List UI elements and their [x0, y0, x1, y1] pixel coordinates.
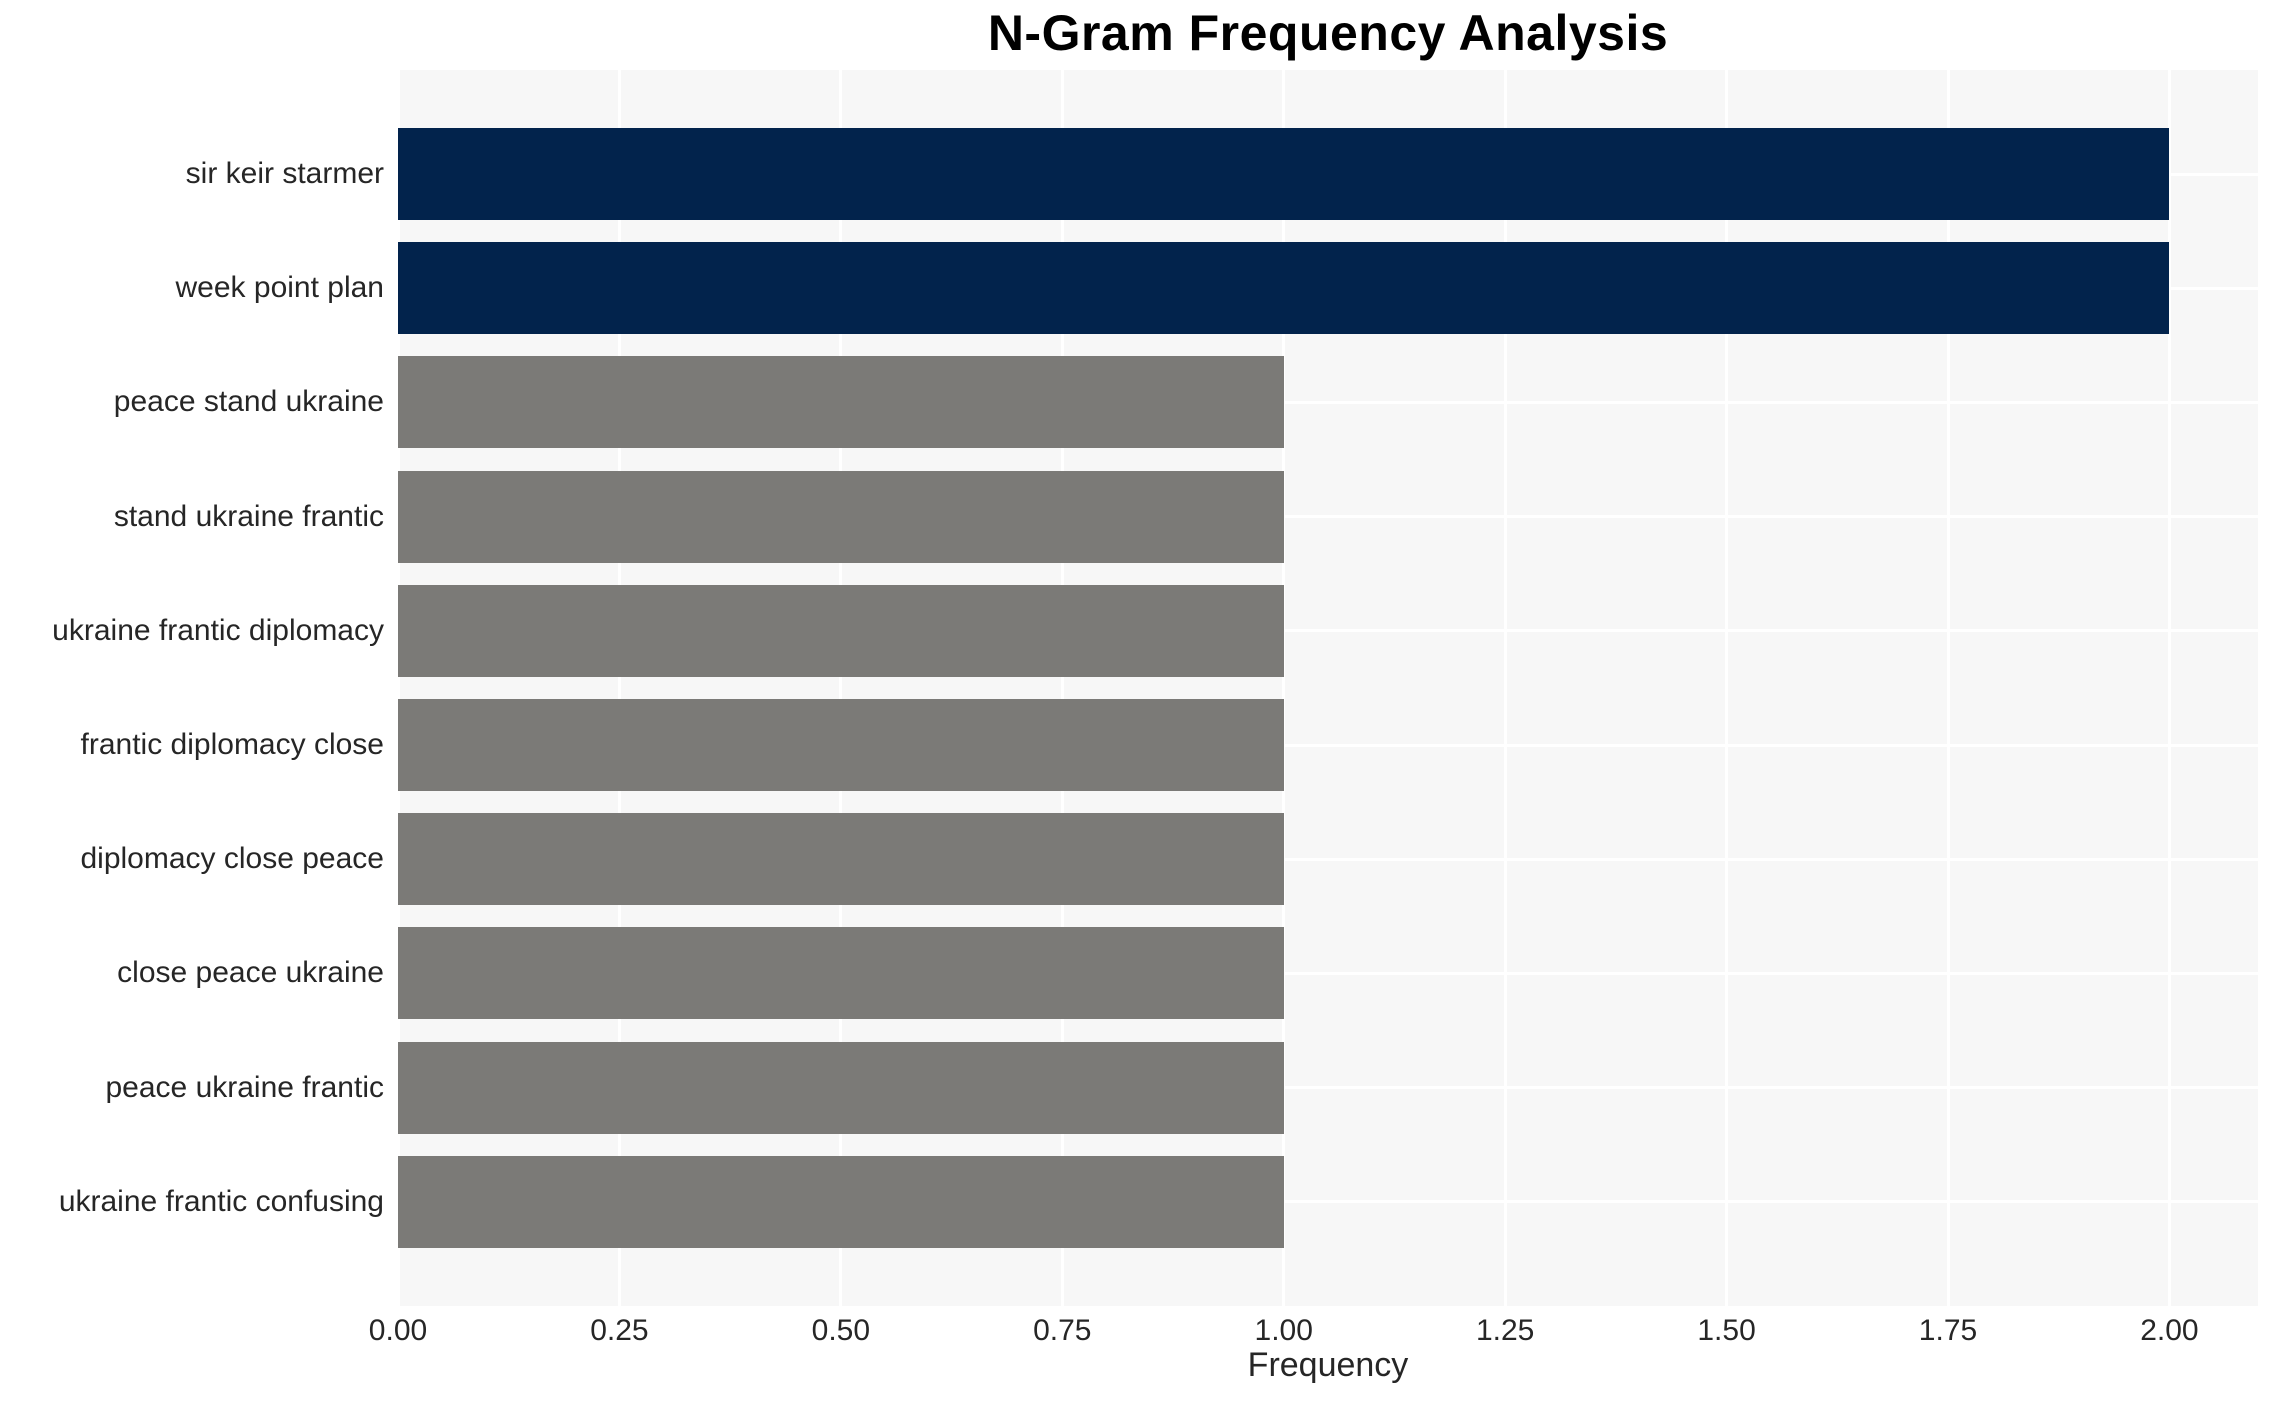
vertical-gridline	[617, 70, 621, 1306]
chart-title: N-Gram Frequency Analysis	[987, 5, 1669, 61]
category-label: frantic diplomacy close	[80, 728, 384, 761]
bar-peace-stand-ukraine	[398, 356, 1284, 449]
horizontal-gridline	[398, 1200, 2258, 1204]
vertical-gridline	[1946, 70, 1950, 1306]
category-label: peace ukraine frantic	[105, 1070, 385, 1104]
vertical-gridline	[396, 70, 400, 1306]
bar-ukraine-frantic-diplomacy	[398, 584, 1284, 677]
horizontal-gridline	[398, 515, 2258, 519]
category-label: diplomacy close peace	[80, 842, 384, 876]
bar-week-point-plan	[398, 242, 2170, 335]
bar-sir-keir-starmer	[398, 128, 2170, 220]
category-label: ukraine frantic diplomacy	[52, 613, 384, 647]
horizontal-gridline	[398, 1086, 2258, 1090]
category-label: ukraine frantic confusing	[58, 1184, 384, 1218]
category-label: peace stand ukraine	[113, 385, 384, 419]
x-tick-label: 1.00	[1254, 1314, 1313, 1347]
x-tick-label: 0.50	[811, 1314, 871, 1347]
horizontal-gridline	[398, 971, 2258, 975]
vertical-gridline	[1725, 70, 1729, 1306]
category-label: sir keir starmer	[185, 157, 384, 190]
bar-diplomacy-close-peace	[398, 813, 1284, 906]
x-tick-label: 1.25	[1475, 1314, 1535, 1347]
bar-ukraine-frantic-confusing	[398, 1155, 1284, 1248]
vertical-gridline	[1503, 70, 1507, 1306]
category-label: stand ukraine frantic	[113, 499, 384, 533]
x-tick-label: 0.75	[1033, 1314, 1092, 1347]
category-label: close peace ukraine	[117, 956, 384, 990]
bar-frantic-diplomacy-close	[398, 699, 1284, 791]
vertical-gridline	[2167, 70, 2171, 1306]
horizontal-gridline	[398, 857, 2258, 861]
vertical-gridline	[1282, 70, 1286, 1306]
category-label: week point plan	[175, 271, 384, 305]
horizontal-gridline	[398, 743, 2258, 747]
vertical-gridline	[1060, 70, 1064, 1306]
x-tick-label: 0.00	[368, 1314, 428, 1347]
plot-area	[396, 70, 2258, 1306]
x-tick-label: 2.00	[2140, 1314, 2199, 1347]
x-axis-label: Frequency	[1247, 1346, 1409, 1384]
horizontal-gridline	[398, 629, 2258, 633]
bar-close-peace-ukraine	[398, 927, 1284, 1020]
bar-stand-ukraine-frantic	[398, 470, 1284, 563]
vertical-gridline	[839, 70, 843, 1306]
x-tick-label: 1.75	[1918, 1314, 1978, 1347]
bar-peace-ukraine-frantic	[398, 1041, 1284, 1134]
x-tick-label: 1.50	[1697, 1314, 1756, 1347]
x-tick-label: 0.25	[590, 1314, 649, 1347]
horizontal-gridline	[398, 400, 2258, 404]
